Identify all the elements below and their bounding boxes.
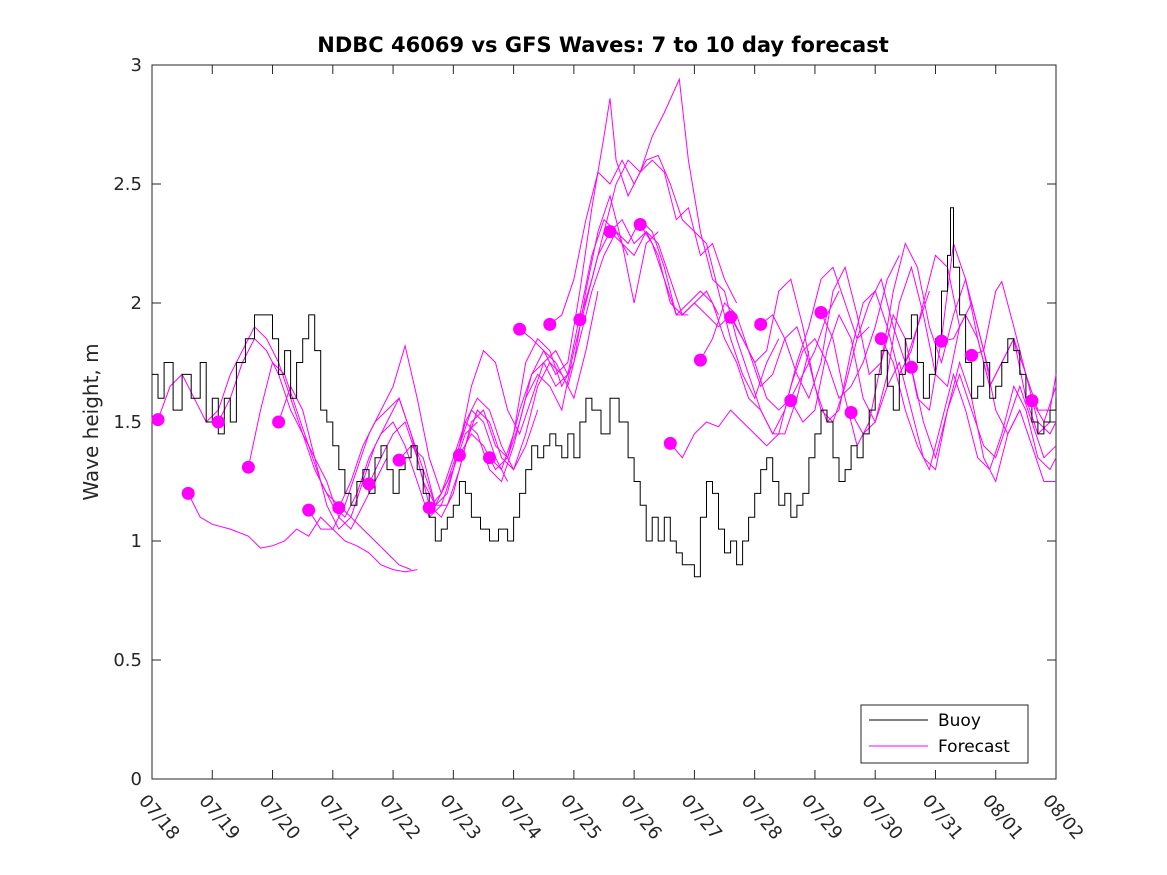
plot-area — [151, 64, 1057, 780]
forecast-start-marker — [754, 317, 768, 331]
forecast-start-marker — [663, 436, 677, 450]
y-tick-label: 1 — [131, 531, 142, 552]
chart-title: NDBC 46069 vs GFS Waves: 7 to 10 day for… — [317, 33, 888, 57]
forecast-start-marker — [452, 448, 466, 462]
forecast-line — [157, 325, 388, 530]
y-tick-label: 1.5 — [113, 412, 142, 433]
forecast-line — [971, 280, 1057, 411]
forecast-start-marker — [543, 317, 557, 331]
legend-box — [860, 704, 1029, 764]
y-tick-label: 2 — [131, 293, 142, 314]
forecast-line — [730, 254, 961, 423]
legend-forecast-label: Forecast — [938, 737, 1010, 757]
forecast-start-marker — [513, 322, 527, 336]
legend: Buoy Forecast — [860, 704, 1029, 764]
forecast-start-marker — [814, 306, 828, 319]
legend-buoy-label: Buoy — [938, 711, 981, 731]
forecast-series — [157, 77, 1057, 573]
forecast-start-marker — [483, 451, 496, 465]
forecast-start-marker — [181, 486, 195, 500]
forecast-start-marker — [904, 360, 918, 374]
forecast-line — [609, 218, 840, 411]
forecast-line — [489, 194, 719, 471]
forecast-line — [398, 230, 629, 506]
y-tick-labels: 0 0.5 1 1.5 2 2.5 3 — [113, 55, 142, 790]
forecast-start-marker — [1025, 394, 1039, 408]
axis-ticks — [151, 64, 1057, 780]
forecast-start-marker — [302, 503, 316, 517]
forecast-markers — [151, 218, 1039, 517]
forecast-line — [910, 360, 1056, 483]
forecast-start-marker — [272, 415, 286, 429]
forecast-line — [428, 230, 659, 509]
forecast-line — [880, 338, 1057, 472]
series-group — [151, 77, 1057, 578]
y-tick-label: 0 — [131, 769, 142, 790]
forecast-line — [760, 242, 991, 400]
forecast-start-marker — [362, 477, 376, 491]
buoy-series — [152, 207, 1057, 578]
forecast-start-marker — [603, 225, 617, 239]
y-tick-label: 3 — [131, 55, 142, 76]
forecast-start-marker — [241, 460, 255, 474]
forecast-start-marker — [392, 453, 406, 467]
y-axis-label: Wave height, m — [79, 343, 103, 500]
forecast-line — [368, 291, 599, 519]
forecast-start-marker — [784, 394, 798, 408]
forecast-start-marker — [965, 348, 979, 362]
forecast-start-marker — [724, 310, 738, 324]
forecast-line — [850, 361, 1057, 471]
forecast-line — [458, 218, 689, 471]
forecast-start-marker — [633, 218, 647, 231]
forecast-line — [669, 255, 900, 459]
forecast-start-marker — [332, 501, 346, 515]
forecast-start-marker — [874, 332, 888, 346]
forecast-line — [549, 154, 780, 400]
forecast-line — [338, 349, 569, 508]
forecast-start-marker — [693, 353, 707, 367]
forecast-start-marker — [573, 313, 587, 327]
forecast-start-marker — [935, 334, 948, 348]
forecast-line — [519, 98, 738, 376]
forecast-line — [639, 224, 870, 436]
forecast-line — [790, 265, 1021, 436]
forecast-line — [187, 493, 418, 573]
y-tick-label: 0.5 — [113, 650, 142, 671]
forecast-line — [217, 337, 412, 571]
forecast-line — [278, 385, 509, 530]
forecast-start-marker — [151, 413, 165, 427]
buoy-line — [152, 207, 1057, 578]
y-tick-label: 2.5 — [113, 174, 142, 195]
forecast-start-marker — [422, 501, 436, 515]
forecast-line — [308, 343, 539, 530]
forecast-start-marker — [844, 406, 858, 419]
forecast-start-marker — [211, 415, 225, 429]
